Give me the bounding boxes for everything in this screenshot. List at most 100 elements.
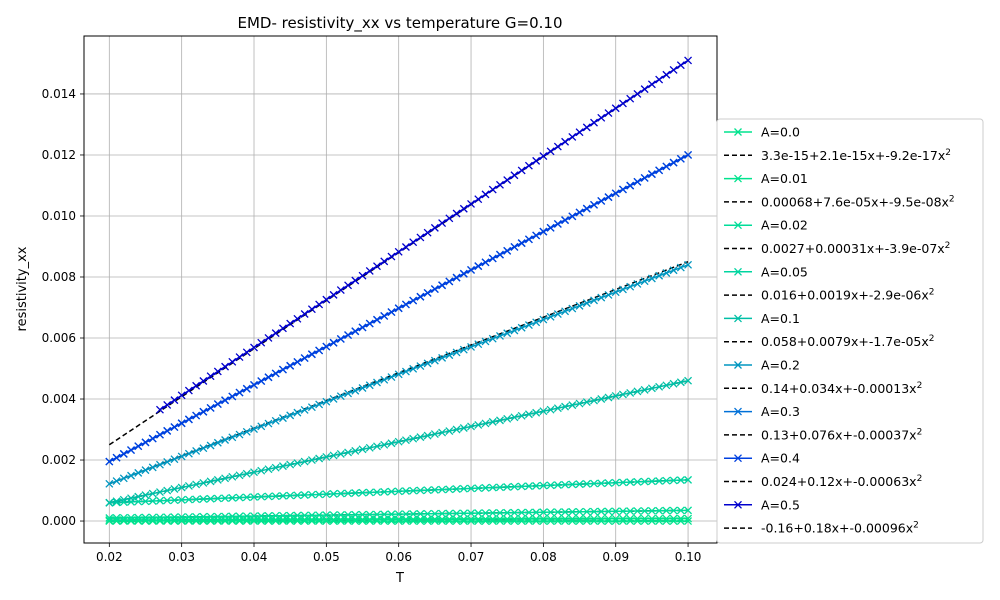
data-point <box>177 483 186 492</box>
data-point <box>438 485 447 494</box>
data-point <box>141 497 150 506</box>
data-point <box>134 492 143 501</box>
x-tick-label: 0.04 <box>241 550 268 564</box>
data-point <box>618 390 627 399</box>
data-point <box>611 507 620 516</box>
data-point <box>192 411 201 420</box>
data-point <box>271 369 280 378</box>
data-point <box>568 480 577 489</box>
data-point <box>228 392 237 401</box>
data-point <box>590 296 598 305</box>
data-point <box>611 104 620 113</box>
legend-marker <box>734 267 742 276</box>
legend-fit-label: 0.016+0.0019x+-2.9e-06x2 <box>761 288 935 303</box>
data-point <box>286 411 295 420</box>
data-point <box>365 488 374 497</box>
data-point <box>676 263 685 272</box>
data-point <box>568 507 577 516</box>
data-point <box>604 514 613 523</box>
data-point <box>213 400 222 409</box>
data-point <box>409 486 418 495</box>
data-point <box>119 517 128 525</box>
data-point <box>604 109 613 117</box>
x-axis-label: T <box>395 571 404 586</box>
data-point <box>119 449 128 458</box>
data-point <box>242 427 251 436</box>
data-point <box>474 509 483 518</box>
data-point <box>633 387 642 396</box>
data-point <box>293 357 302 366</box>
data-point <box>351 489 360 497</box>
data-point <box>438 219 447 228</box>
data-point <box>582 514 591 523</box>
data-point <box>293 459 302 468</box>
data-point <box>488 515 497 524</box>
data-point <box>329 290 338 299</box>
data-point <box>192 480 201 489</box>
legend-entry: A=0.01 <box>724 171 808 186</box>
data-point <box>394 487 403 496</box>
data-point <box>344 389 353 398</box>
data-point <box>387 308 396 317</box>
data-point <box>134 442 143 451</box>
data-point <box>459 269 468 278</box>
legend-entry: A=0.1 <box>724 311 800 326</box>
data-point <box>221 436 230 444</box>
data-point <box>597 293 606 302</box>
data-point <box>430 223 439 232</box>
legend-entry: 0.016+0.0019x+-2.9e-06x2 <box>724 288 935 303</box>
data-point <box>553 142 562 151</box>
data-point <box>647 170 656 179</box>
data-point <box>141 491 150 500</box>
legend-marker <box>734 314 742 323</box>
data-point <box>112 497 121 506</box>
data-point <box>387 510 396 519</box>
data-point <box>524 321 533 329</box>
data-point <box>228 433 237 442</box>
data-point <box>488 417 497 426</box>
data-point <box>351 510 360 519</box>
data-point <box>524 235 533 244</box>
data-point <box>387 439 396 448</box>
data-point <box>250 515 258 524</box>
data-point <box>394 304 403 313</box>
data-point <box>575 301 584 310</box>
data-point <box>394 247 403 256</box>
data-point <box>134 513 143 522</box>
x-axis-ticks: 0.02 0.03 0.04 0.05 0.06 0.07 0.08 0.09 0.10 <box>96 543 701 564</box>
legend-label: A=0.01 <box>761 171 808 186</box>
data-point <box>445 427 454 436</box>
data-point <box>401 510 410 519</box>
data-point <box>561 508 570 516</box>
data-point <box>611 189 620 198</box>
data-point <box>170 455 179 464</box>
data-point <box>582 398 591 407</box>
data-point <box>409 434 418 443</box>
data-point <box>561 216 570 225</box>
chart-title: EMD- resistivity_xx vs temperature G=0.1… <box>238 14 563 33</box>
data-point <box>344 510 353 519</box>
data-point <box>655 514 664 523</box>
data-point <box>409 364 418 373</box>
legend-entry: A=0.3 <box>724 404 800 419</box>
data-point <box>401 243 410 251</box>
data-point <box>633 477 642 486</box>
data-point <box>626 514 635 523</box>
data-point <box>105 479 114 488</box>
data-point <box>684 151 693 159</box>
y-tick-label: 0.014 <box>42 87 76 101</box>
data-point <box>235 388 244 397</box>
data-point <box>221 396 230 405</box>
data-point <box>488 254 497 263</box>
data-point <box>409 510 418 518</box>
data-point <box>380 440 389 449</box>
data-point <box>503 246 512 255</box>
data-point <box>257 338 266 347</box>
data-point <box>271 329 280 338</box>
data-point <box>300 517 309 525</box>
legend-entry: 3.3e-15+2.1e-15x+-9.2e-17x2 <box>724 148 951 163</box>
data-point <box>488 334 497 343</box>
data-point <box>467 199 475 208</box>
data-point <box>568 212 577 221</box>
